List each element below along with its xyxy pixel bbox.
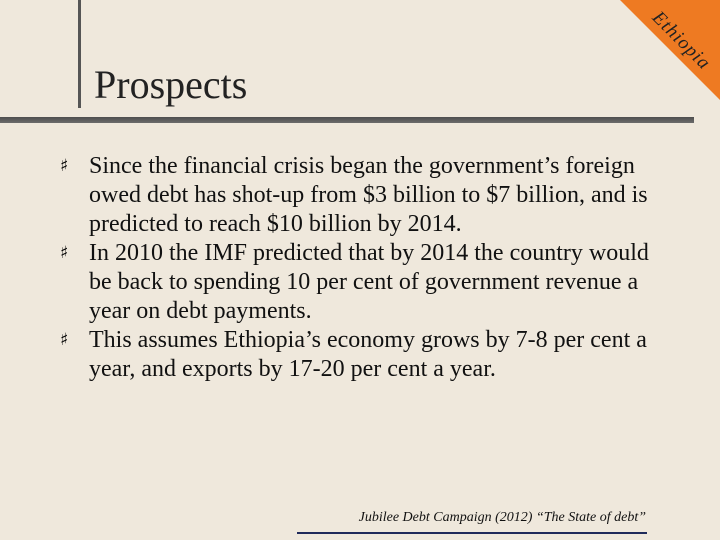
bullet-item: ♯ This assumes Ethiopia’s economy grows …	[60, 326, 670, 384]
citation: Jubilee Debt Campaign (2012) “The State …	[358, 510, 646, 525]
bullet-list: ♯ Since the financial crisis began the g…	[60, 152, 670, 384]
title-rule	[0, 117, 694, 123]
corner-triangle	[620, 0, 720, 100]
citation-underline	[297, 532, 647, 534]
vertical-accent-line	[78, 0, 81, 108]
hash-bullet-icon: ♯	[60, 330, 69, 350]
bullet-text: In 2010 the IMF predicted that by 2014 t…	[89, 240, 649, 324]
hash-bullet-icon: ♯	[60, 243, 69, 263]
bullet-item: ♯ In 2010 the IMF predicted that by 2014…	[60, 239, 670, 326]
slide-title: Prospects	[94, 62, 248, 107]
bullet-text: Since the financial crisis began the gov…	[89, 153, 648, 237]
hash-bullet-icon: ♯	[60, 156, 69, 176]
bullet-text: This assumes Ethiopia’s economy grows by…	[89, 327, 647, 382]
bullet-item: ♯ Since the financial crisis began the g…	[60, 152, 670, 239]
